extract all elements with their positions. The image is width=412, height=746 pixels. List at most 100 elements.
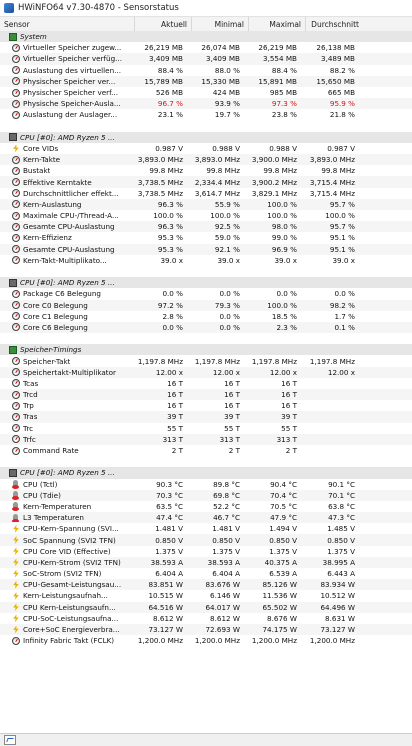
sensor-row[interactable]: CPU-Kern-Strom (SVI2 TFN) 38.593 A 38.593 …: [0, 556, 412, 568]
sensor-row[interactable]: Kern-Takte 3,893.0 MHz 3,893.0 MHz 3,900.0 …: [0, 154, 412, 166]
gauge-icon: [12, 245, 20, 254]
sensor-row[interactable]: Kern-Effizienz 95.3 % 59.0 % 99.0 % 95.1 %: [0, 232, 412, 244]
sensor-label: Tras: [23, 412, 38, 422]
sensor-group-row[interactable]: Speicher-Timings: [0, 344, 412, 356]
value-max: 85.126 W: [262, 580, 297, 590]
sensor-row[interactable]: Virtueller Speicher zugew... 26,219 MB 26,…: [0, 42, 412, 54]
sensor-row[interactable]: Infinity Fabric Takt (FCLK) 1,200.0 MHz 1,…: [0, 635, 412, 647]
sensor-row[interactable]: Kern-Auslastung 96.3 % 55.9 % 100.0 % 95.7 %: [0, 198, 412, 210]
column-aktuell[interactable]: Aktuell: [134, 17, 191, 32]
sensor-label: Core C6 Belegung: [23, 322, 88, 332]
sensor-row[interactable]: Effektive Kerntakte 3,738.5 MHz 2,334.4 MH…: [0, 176, 412, 188]
ram-icon: [9, 345, 17, 354]
value-current: 64.516 W: [148, 602, 183, 612]
value-avg: 83.934 W: [320, 580, 355, 590]
sensor-row[interactable]: CPU-Kern-Spannung (SVI... 1.481 V 1.481 V 1…: [0, 523, 412, 535]
column-minimal[interactable]: Minimal: [191, 17, 248, 32]
sensor-row[interactable]: Command Rate 2 T 2 T 2 T: [0, 444, 412, 457]
sensor-row[interactable]: CPU (Tdie) 70.3 °C 69.8 °C 70.4 °C 70.1 °C: [0, 489, 412, 501]
sensor-name-cell: SoC-Strom (SVI2 TFN): [0, 569, 130, 578]
gauge-icon: [12, 357, 20, 366]
sensor-row[interactable]: Auslastung der Auslager... 23.1 % 19.7 % 23…: [0, 109, 412, 121]
sensor-name-cell: System: [0, 32, 130, 41]
value-min: 19.7 %: [214, 110, 240, 120]
sensor-row[interactable]: Package C6 Belegung 0.0 % 0.0 % 0.0 % 0.0 %: [0, 288, 412, 300]
sensor-row[interactable]: CPU (Tctl) 90.3 °C 89.8 °C 90.4 °C 90.1 °C: [0, 478, 412, 490]
sensor-row[interactable]: Core VIDs 0.987 V 0.988 V 0.988 V 0.987 V: [0, 142, 412, 155]
sensor-row[interactable]: Core C1 Belegung 2.8 % 0.0 % 18.5 % 1.7 %: [0, 310, 412, 322]
sensor-group-row[interactable]: System: [0, 31, 412, 43]
value-max: 39 T: [281, 412, 297, 422]
sensor-row[interactable]: L3 Temperaturen 47.4 °C 46.7 °C 47.9 °C 47.3…: [0, 512, 412, 524]
value-min: 3,409 MB: [206, 54, 240, 64]
sensor-row[interactable]: Maximale CPU-/Thread-A... 100.0 % 100.0 % 1…: [0, 210, 412, 222]
sensor-row[interactable]: Core C0 Belegung 97.2 % 79.3 % 100.0 % 98.2 …: [0, 299, 412, 311]
value-min: 26,074 MB: [201, 43, 240, 53]
sensor-row[interactable]: SoC-Strom (SVI2 TFN) 6.404 A 6.404 A 6.539 …: [0, 568, 412, 580]
sensor-row[interactable]: Tcas 16 T 16 T 16 T: [0, 377, 412, 389]
sensor-row[interactable]: CPU Core VID (Effective) 1.375 V 1.375 V 1.…: [0, 545, 412, 557]
sensor-row[interactable]: Virtueller Speicher verfüg... 3,409 MB 3,4…: [0, 53, 412, 65]
sensor-row[interactable]: Auslastung des virtuellen... 88.4 % 88.0 %…: [0, 64, 412, 76]
value-avg: 665 MB: [327, 88, 355, 98]
sensor-name-cell: CPU [#0]: AMD Ryzen 5 ...: [0, 468, 130, 477]
sensor-label: SoC-Strom (SVI2 TFN): [23, 569, 102, 579]
value-avg: 38.995 A: [322, 557, 355, 567]
sensor-row[interactable]: Tras 39 T 39 T 39 T: [0, 411, 412, 423]
sensor-name-cell: Virtueller Speicher zugew...: [0, 43, 130, 52]
sensor-row[interactable]: Speichertakt-Multiplikator 12.00 x 12.00 x…: [0, 366, 412, 378]
value-min: 52.2 °C: [213, 501, 240, 511]
sensor-group-row[interactable]: CPU [#0]: AMD Ryzen 5 ...: [0, 277, 412, 289]
nav-arrows-icon[interactable]: [4, 735, 16, 745]
column-durchschnitt[interactable]: Durchschnitt: [305, 17, 363, 32]
sensor-row[interactable]: Core C6 Belegung 0.0 % 0.0 % 2.3 % 0.1 %: [0, 321, 412, 334]
sensor-name-cell: Speicher-Takt: [0, 357, 130, 366]
sensor-label: Command Rate: [23, 446, 79, 456]
gauge-icon: [12, 77, 20, 86]
sensor-row[interactable]: Gesamte CPU-Auslastung 95.3 % 92.1 % 96.9 %…: [0, 243, 412, 255]
sensor-label: Maximale CPU-/Thread-A...: [23, 211, 119, 221]
value-max: 3,829.1 MHz: [251, 188, 297, 198]
sensor-row[interactable]: Core+SoC Energieverbra... 73.127 W 72.693 …: [0, 623, 412, 636]
sensor-row[interactable]: Trp 16 T 16 T 16 T: [0, 400, 412, 412]
column-sensor[interactable]: Sensor: [4, 20, 30, 29]
bolt-icon: [13, 144, 19, 153]
sensor-row[interactable]: Durchschnittlicher effekt... 3,738.5 MHz 3…: [0, 187, 412, 199]
sensor-name-cell: CPU Core VID (Effective): [0, 547, 130, 556]
sensor-row[interactable]: Physische Speicher-Ausla... 96.7 % 93.9 % 9…: [0, 98, 412, 110]
value-min: 12.00 x: [212, 367, 240, 377]
sensor-row[interactable]: Trcd 16 T 16 T 16 T: [0, 389, 412, 401]
gauge-icon: [12, 189, 20, 198]
sensor-row[interactable]: Physischer Speicher ver... 15,789 MB 15,33…: [0, 75, 412, 87]
sensor-group-row[interactable]: CPU [#0]: AMD Ryzen 5 ...: [0, 467, 412, 479]
value-current: 100.0 %: [153, 211, 183, 221]
sensor-row[interactable]: Gesamte CPU-Auslastung 96.3 % 92.5 % 98.0 %…: [0, 221, 412, 233]
sensor-row[interactable]: Bustakt 99.8 MHz 99.8 MHz 99.8 MHz 99.8 MHz: [0, 165, 412, 177]
sensor-label: Virtueller Speicher zugew...: [23, 43, 122, 53]
sensor-row[interactable]: CPU Kern-Leistungsaufn... 64.516 W 64.017 …: [0, 601, 412, 613]
sensor-row[interactable]: Kern-Takt-Multiplikato... 39.0 x 39.0 x 39.…: [0, 254, 412, 266]
gauge-icon: [12, 66, 20, 75]
value-max: 2 T: [285, 446, 297, 456]
value-avg: 88.2 %: [329, 65, 355, 75]
column-maximal[interactable]: Maximal: [248, 17, 305, 32]
sensor-label: Core VIDs: [23, 143, 59, 153]
value-avg: 0.0 %: [334, 289, 355, 299]
sensor-row[interactable]: CPU-SoC-Leistungsaufna... 8.612 W 8.612 W 8…: [0, 612, 412, 624]
sensor-table: System Virtueller Speicher zugew... 26,219…: [0, 31, 412, 647]
sensor-row[interactable]: SoC Spannung (SVI2 TFN) 0.850 V 0.850 V 0.8…: [0, 534, 412, 546]
sensor-row[interactable]: CPU-Gesamt-Leistungsau... 83.851 W 83.676 …: [0, 579, 412, 591]
thermometer-icon: [12, 502, 19, 511]
sensor-row[interactable]: Kern-Temperaturen 63.5 °C 52.2 °C 70.5 °C 63…: [0, 500, 412, 513]
thermometer-icon: [12, 513, 19, 523]
sensor-row[interactable]: Trfc 313 T 313 T 313 T: [0, 433, 412, 445]
sensor-row[interactable]: Kern-Leistungsaufnah... 10.515 W 6.146 W 11…: [0, 590, 412, 602]
cpu-icon: [9, 278, 17, 287]
sensor-group-row[interactable]: CPU [#0]: AMD Ryzen 5 ...: [0, 131, 412, 143]
value-min: 6.146 W: [210, 591, 240, 601]
sensor-row[interactable]: Speicher-Takt 1,197.8 MHz 1,197.8 MHz 1,197…: [0, 355, 412, 367]
sensor-label: Physischer Speicher verf...: [23, 88, 119, 98]
sensor-row[interactable]: Physischer Speicher verf... 526 MB 424 MB 9…: [0, 86, 412, 99]
spacer-row: [0, 333, 412, 345]
sensor-row[interactable]: Trc 55 T 55 T 55 T: [0, 422, 412, 434]
